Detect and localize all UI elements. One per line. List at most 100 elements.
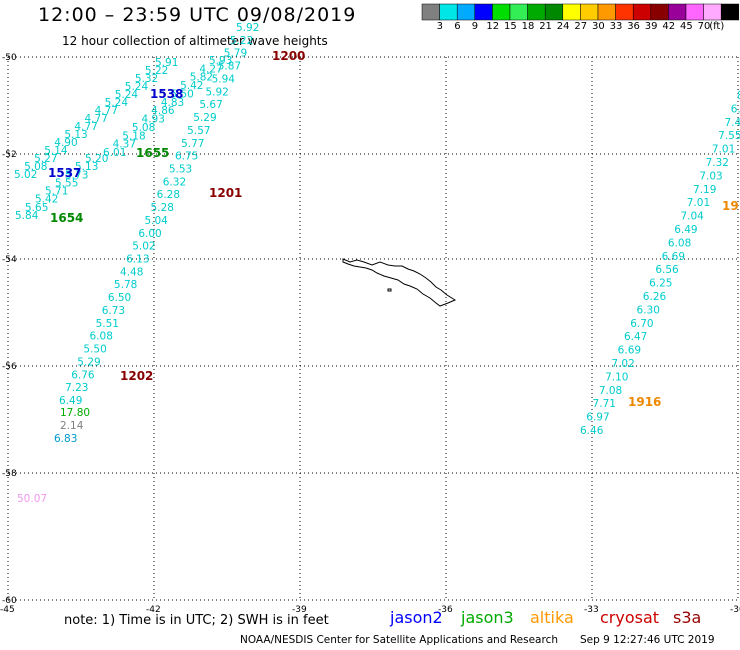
swh-value: 5.04: [144, 215, 168, 227]
swh-value: 50.07: [17, 493, 47, 505]
legend-swatch: [650, 3, 669, 21]
swh-value: 5.42: [35, 194, 58, 206]
swh-value: 6.25: [649, 278, 672, 290]
legend-swatch: [509, 3, 528, 21]
legend-label: 33: [609, 21, 623, 32]
lon-tick-label: -36: [438, 605, 453, 615]
swh-value: 7.55: [718, 130, 740, 142]
legend-swatch: [615, 3, 634, 21]
lat-tick-label: -56: [2, 362, 17, 372]
legend-label: 18: [521, 21, 535, 32]
swh-value: 5.84: [15, 210, 39, 222]
swh-value: 4.93: [142, 114, 165, 126]
south-georgia-coastline: [342, 258, 457, 307]
lat-tick-label: -58: [2, 469, 17, 479]
lon-tick-label: -33: [584, 605, 599, 615]
legend-label: 45: [680, 21, 693, 32]
swh-value: 5.92: [205, 86, 228, 98]
legend-swatch: [456, 3, 476, 21]
swh-value: 7.04: [680, 211, 704, 223]
legend-label: 70: [697, 21, 711, 32]
swh-value: 5.79: [224, 48, 247, 60]
swh-value: 6.76: [71, 369, 95, 381]
swh-value: 7.19: [693, 184, 716, 196]
note-text: note: 1) Time is in UTC; 2) SWH is in fe…: [64, 613, 329, 628]
swh-value: 6.75: [175, 151, 198, 163]
swh-value: 6.50: [108, 292, 131, 304]
swh-value: 6.32: [163, 176, 186, 188]
swh-value: 5.65: [25, 202, 48, 214]
swh-value: 6.70: [630, 318, 653, 330]
swh-value: 5.78: [114, 279, 137, 291]
satellite-name-jason2: jason2: [390, 608, 443, 627]
lat-tick-label: -50: [2, 53, 17, 63]
swh-value: 5.50: [170, 88, 193, 100]
swh-value: 5.93: [209, 55, 232, 67]
footer-timestamp: Sep 9 12:27:46 UTC 2019: [580, 634, 715, 646]
swh-value: 6.47: [624, 331, 647, 343]
swh-value: 2.14: [60, 420, 84, 432]
legend-swatch: [632, 3, 652, 21]
legend-swatch: [668, 3, 687, 21]
pass-time-label: 1201: [209, 186, 242, 200]
swh-value: 5.32: [135, 73, 158, 85]
swh-value: 5.24: [125, 81, 149, 93]
swh-value: 5.57: [187, 125, 210, 137]
swh-value: 7.01: [712, 144, 735, 156]
legend-swatch: [439, 3, 458, 21]
legend-label: 3: [436, 21, 443, 32]
swh-value: 17.80: [60, 407, 90, 419]
pass-time-label: 1202: [120, 369, 153, 383]
swh-value: 7.02: [611, 358, 634, 370]
swh-value: 6.49: [59, 395, 82, 407]
swh-value: 5.27: [34, 153, 57, 165]
swh-value: 5.28: [151, 202, 174, 214]
legend-label: 36: [627, 21, 640, 32]
legend-label: 24: [556, 21, 570, 32]
swh-value: 6.30: [637, 304, 660, 316]
swh-value: 7.23: [65, 382, 88, 394]
legend-label: 30: [592, 21, 605, 32]
lon-tick-label: -39: [292, 605, 307, 615]
swh-value: 5.14: [44, 145, 68, 157]
swh-value: 6.73: [102, 305, 125, 317]
pass-time-label: 1200: [272, 49, 305, 63]
swh-value: 4.83: [161, 97, 184, 109]
swh-value: 5.53: [169, 163, 192, 175]
footer-credit: NOAA/NESDIS Center for Satellite Applica…: [240, 634, 558, 646]
swh-value: 5.82: [190, 72, 213, 84]
swh-value: 6.13: [126, 254, 149, 266]
swh-value: 6.8: [731, 103, 740, 115]
swh-value: 6.69: [618, 345, 641, 357]
lat-tick-label: -54: [2, 255, 17, 265]
swh-value: 4.77: [85, 113, 108, 125]
legend-swatch: [580, 3, 599, 21]
swh-value: 5.22: [145, 65, 168, 77]
swh-value: 4.27: [199, 63, 222, 75]
swh-value: 6.49: [674, 224, 697, 236]
legend-label: 15: [504, 21, 517, 32]
swh-value: 7.71: [593, 398, 616, 410]
swh-value: 5.24: [115, 89, 139, 101]
legend-label: 9: [471, 21, 479, 32]
swh-value: 5.87: [218, 61, 241, 73]
legend-swatch: [720, 3, 740, 21]
swh-value: 5.08: [24, 161, 47, 173]
legend-swatch: [421, 3, 440, 21]
swh-value: 5.24: [105, 97, 129, 109]
pass-time-label: 1654: [50, 211, 83, 225]
legend-label: 21: [539, 21, 552, 32]
swh-value: 8: [737, 90, 740, 102]
lat-tick-label: -52: [2, 150, 17, 160]
lat-lon-grid: [7, 56, 739, 601]
swh-value: 5.02: [132, 241, 155, 253]
swh-value: 4.37: [113, 139, 136, 151]
legend-label: 12: [486, 21, 500, 32]
satellite-name-cryosat: cryosat: [600, 608, 660, 627]
swh-value: 6.46: [580, 425, 604, 437]
pass-time-label: 19: [722, 199, 739, 213]
swh-value: 5.13: [75, 161, 98, 173]
swh-value: 6.26: [643, 291, 667, 303]
swh-value: 6.97: [586, 412, 609, 424]
swh-value: 4.77: [74, 121, 97, 133]
